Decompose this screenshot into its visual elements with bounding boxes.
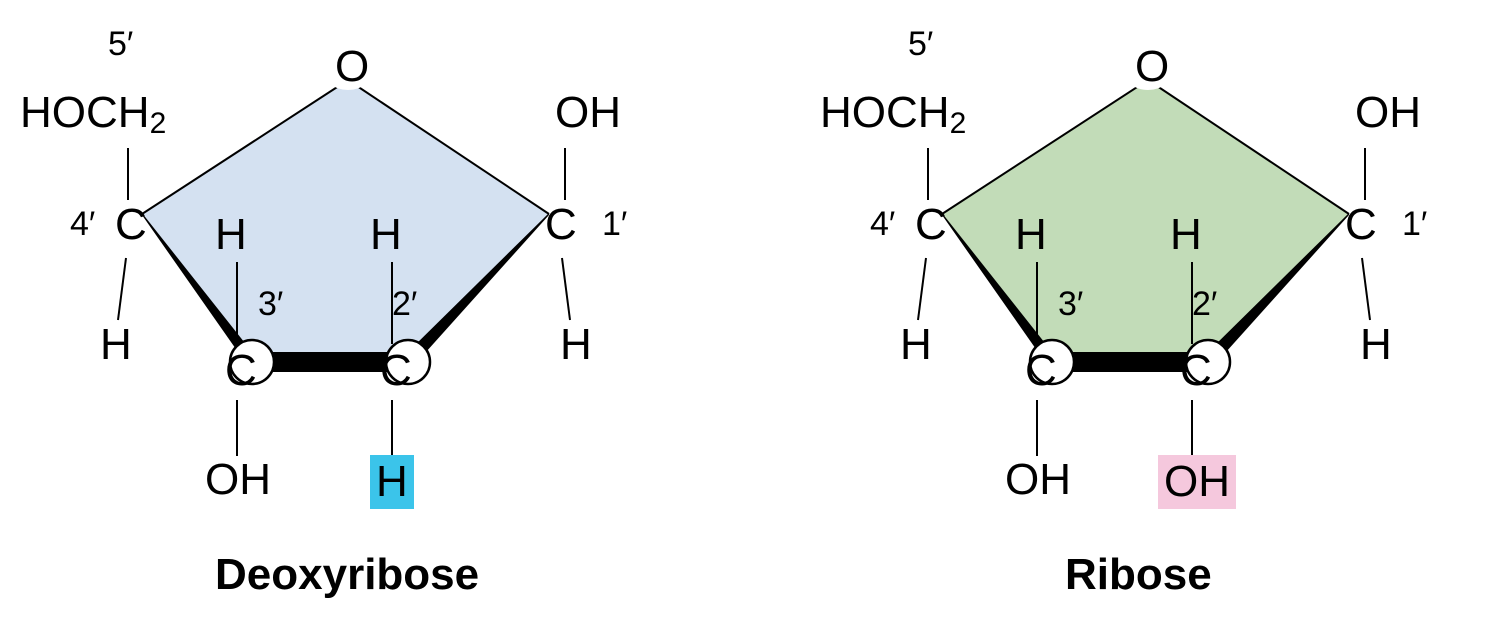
prime-4: 4′: [70, 205, 95, 244]
prime-1: 1′: [1402, 205, 1427, 244]
atom-H_c2_up: H: [1170, 210, 1202, 260]
prime-5: 5′: [908, 25, 933, 64]
molecule-deoxyribose: O C C C C HOCH2 OH H H OH H H 1′ 2′ 3′ 4′ 5′ H Deoxyribose: [0, 0, 700, 617]
atom-H_c1: H: [560, 320, 592, 370]
atom-OH_c3: OH: [205, 455, 271, 505]
atom-H_c3_up: H: [215, 210, 247, 260]
atom-H_c4: H: [100, 320, 132, 370]
atom-C1: C: [1345, 200, 1377, 250]
prime-3: 3′: [258, 285, 283, 324]
atom-HOCH2: HOCH2: [820, 88, 966, 141]
atom-C3: C: [1025, 346, 1057, 396]
atom-OH_c1: OH: [1355, 88, 1421, 138]
atom-C2: C: [380, 346, 412, 396]
highlight-2prime: H: [370, 455, 414, 509]
atom-C2: C: [1180, 346, 1212, 396]
atom-HOCH2: HOCH2: [20, 88, 166, 141]
atom-H_c4: H: [900, 320, 932, 370]
atom-C3: C: [225, 346, 257, 396]
atom-H_c1: H: [1360, 320, 1392, 370]
prime-4: 4′: [870, 205, 895, 244]
atom-O_ring: O: [1135, 42, 1169, 92]
prime-5: 5′: [108, 25, 133, 64]
prime-1: 1′: [602, 205, 627, 244]
molecule-title: Deoxyribose: [215, 550, 479, 600]
molecule-ribose: O C C C C HOCH2 OH H H OH H H 1′ 2′ 3′ 4′ 5′ OH Ribose: [800, 0, 1500, 617]
atom-H_c2_up: H: [370, 210, 402, 260]
prime-2: 2′: [1192, 285, 1217, 324]
atom-C4: C: [915, 200, 947, 250]
atom-O_ring: O: [335, 42, 369, 92]
prime-2: 2′: [392, 285, 417, 324]
atom-OH_c3: OH: [1005, 455, 1071, 505]
atom-OH_c1: OH: [555, 88, 621, 138]
prime-3: 3′: [1058, 285, 1083, 324]
atom-H_c3_up: H: [1015, 210, 1047, 260]
atom-C1: C: [545, 200, 577, 250]
highlight-2prime: OH: [1158, 455, 1236, 509]
molecule-title: Ribose: [1065, 550, 1212, 600]
atom-C4: C: [115, 200, 147, 250]
